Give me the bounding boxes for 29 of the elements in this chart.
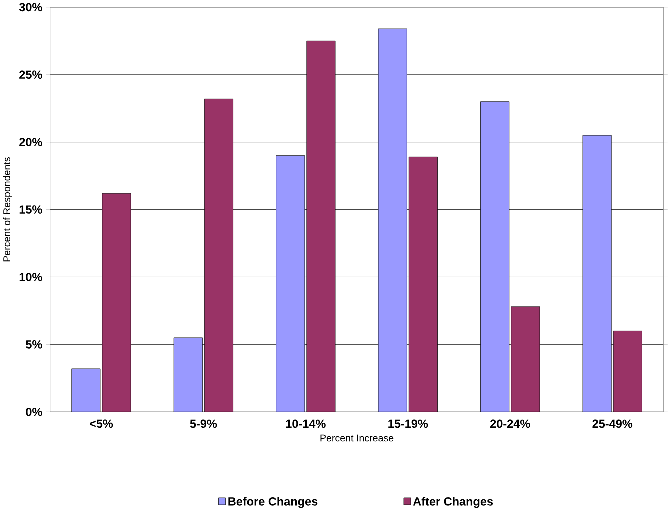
x-tick-label: <5% (90, 420, 114, 428)
x-tick-label: 25-49% (592, 420, 633, 428)
bar (480, 102, 510, 412)
y-tick-label: 25% (20, 70, 42, 79)
y-tick-label: 0% (26, 408, 42, 416)
bar (613, 330, 642, 412)
bar (276, 156, 306, 412)
bar (72, 368, 101, 412)
bar (174, 338, 203, 412)
y-tick-label: 15% (20, 206, 42, 214)
y-tick-label: 5% (26, 340, 42, 349)
x-tick-label: 5-9% (190, 420, 218, 428)
bar (204, 98, 234, 412)
x-tick-label: 20-24% (490, 420, 530, 428)
y-axis-title: Percent of Respondents (3, 158, 12, 262)
x-tick-label: 15-19% (388, 420, 428, 428)
bar (306, 40, 336, 412)
y-tick-label: 10% (20, 273, 42, 282)
bar (408, 156, 438, 412)
bar (582, 135, 612, 412)
legend-label: After Changes (413, 497, 494, 508)
bar (378, 28, 408, 412)
legend-label: Before Changes (228, 497, 318, 508)
y-tick-label: 20% (20, 138, 42, 146)
x-axis-title: Percent Increase (320, 434, 394, 442)
y-tick-label: 30% (19, 3, 42, 12)
x-tick-label: 10-14% (286, 420, 326, 428)
bar (511, 306, 540, 412)
bar (102, 193, 132, 412)
